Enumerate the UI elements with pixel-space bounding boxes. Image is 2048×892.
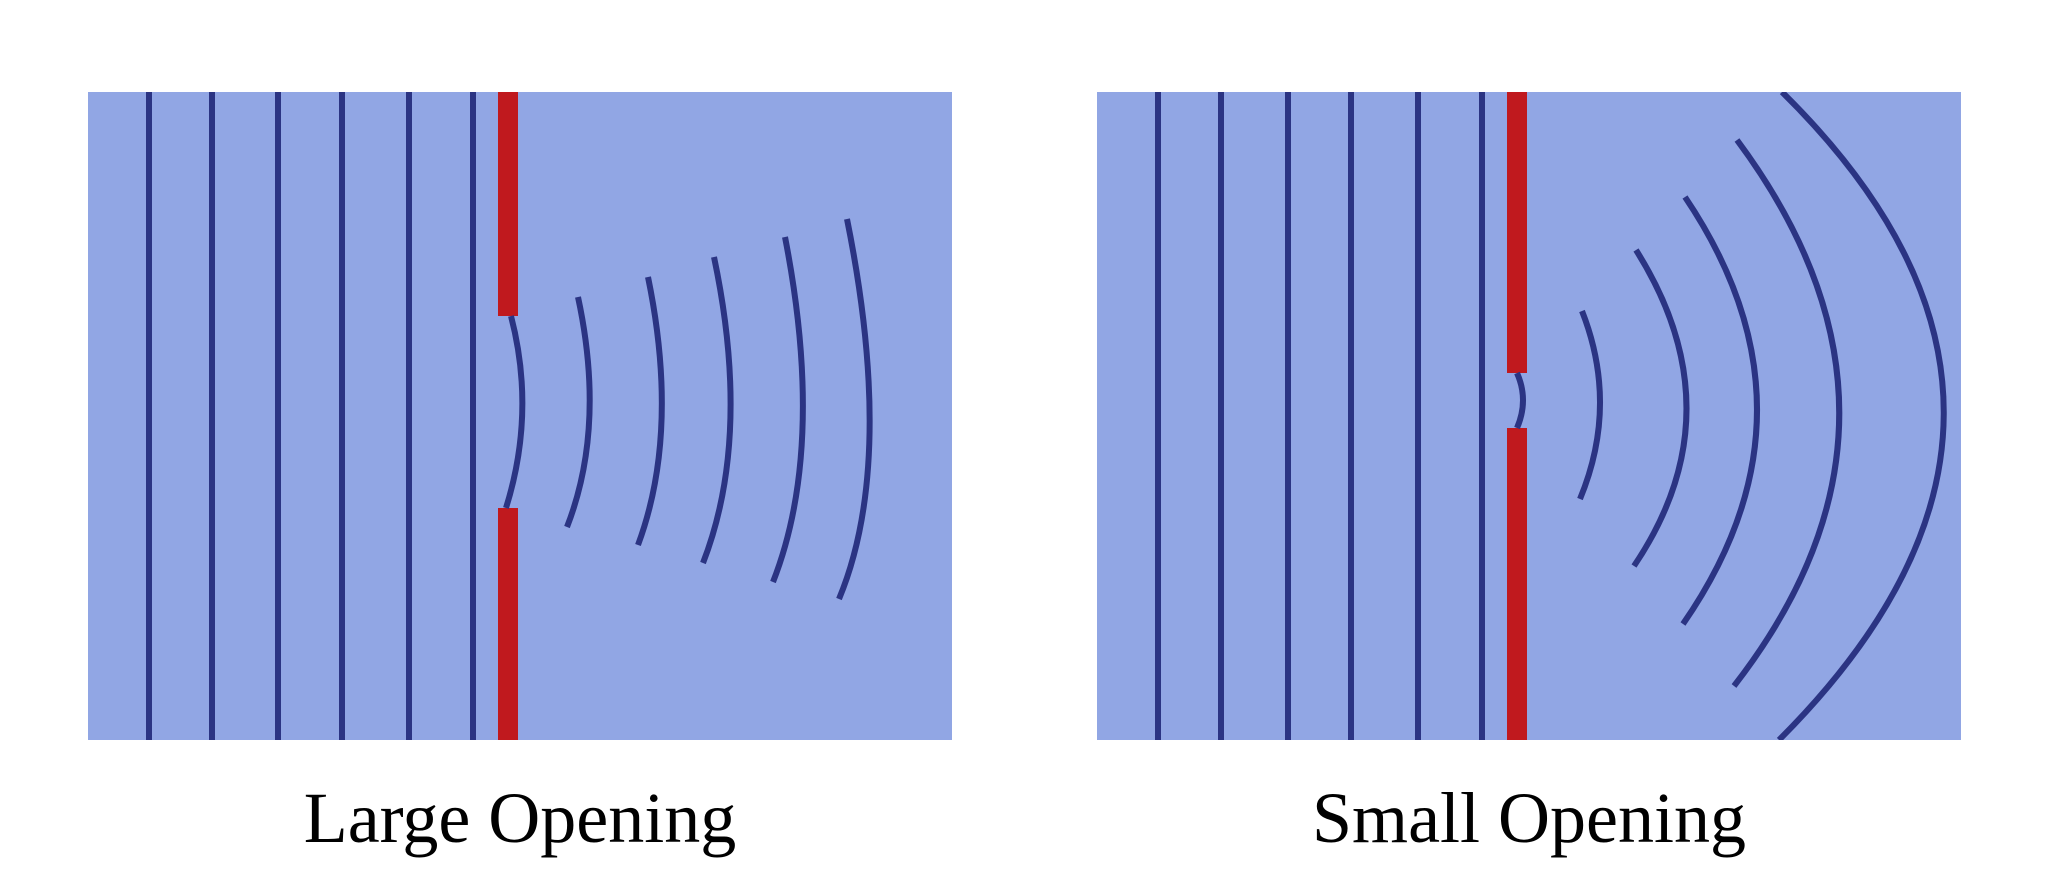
diffracted-wavefront	[1776, 92, 1947, 740]
diffracted-wavefront	[1577, 309, 1603, 501]
diffracted-wavefront	[1680, 195, 1760, 626]
barrier-bottom	[1507, 428, 1527, 740]
incoming-wavefronts	[146, 92, 476, 740]
small-opening-caption: Small Opening	[1312, 778, 1746, 858]
diffracted-wavefront	[700, 256, 734, 565]
diffracted-wavefronts	[1514, 92, 1947, 740]
diffracted-wavefront	[836, 218, 873, 601]
large-opening-svg	[88, 92, 952, 740]
diffracted-wavefront	[1731, 138, 1843, 688]
medium-background	[1097, 92, 1961, 740]
large-opening-diagram	[88, 92, 952, 740]
diffracted-wavefront	[770, 236, 806, 584]
diffracted-wavefront	[1514, 371, 1526, 430]
diffracted-wavefront	[503, 315, 526, 509]
diffracted-wavefronts	[503, 218, 873, 601]
small-opening-diagram	[1097, 92, 1961, 740]
diffracted-wavefront	[1631, 248, 1690, 568]
incoming-wavefronts	[1155, 92, 1485, 740]
small-opening-svg	[1097, 92, 1961, 740]
barrier-top	[498, 92, 518, 316]
diffracted-wavefront	[635, 276, 665, 547]
diffracted-wavefront	[564, 296, 593, 529]
barrier-top	[1507, 92, 1527, 373]
barrier-bottom	[498, 508, 518, 740]
large-opening-caption: Large Opening	[303, 778, 737, 858]
